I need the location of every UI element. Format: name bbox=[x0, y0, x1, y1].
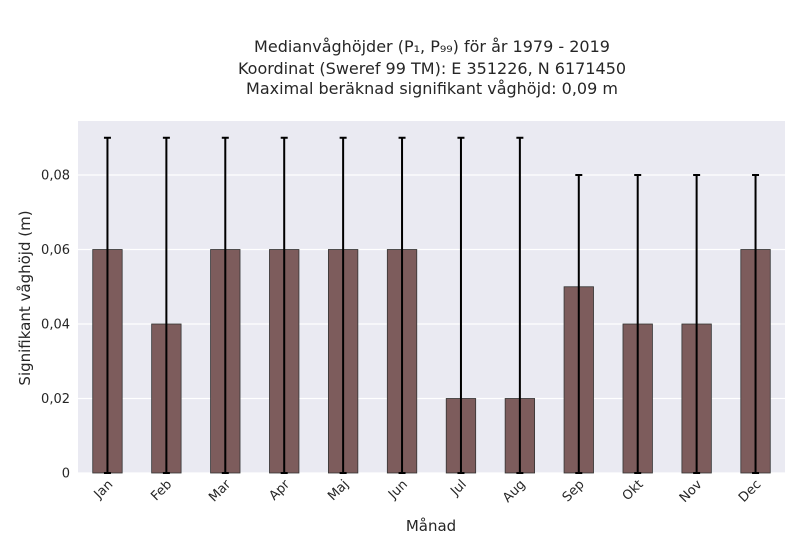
x-tick-label: Sep bbox=[560, 477, 588, 505]
y-tick-label: 0,06 bbox=[41, 243, 70, 258]
x-tick-label: Jun bbox=[385, 477, 411, 503]
x-tick-label: Jul bbox=[447, 477, 469, 499]
y-tick-label: 0,04 bbox=[41, 318, 70, 333]
y-tick-label: 0 bbox=[62, 467, 70, 482]
chart-title: Medianvåghöjder (P₁, P₉₉) för år 1979 - … bbox=[238, 37, 626, 98]
x-tick-label: Mar bbox=[206, 477, 234, 505]
x-tick-label: Aug bbox=[500, 477, 529, 506]
x-tick-label: Nov bbox=[677, 477, 706, 506]
grid bbox=[78, 174, 785, 474]
x-tick-label: Maj bbox=[325, 477, 352, 504]
y-tick-label: 0,08 bbox=[41, 169, 70, 184]
x-tick-label: Okt bbox=[620, 477, 647, 504]
x-axis-ticks: Jan Feb Mar Apr Maj Jun Jul Aug Sep Okt Nov Dec bbox=[91, 477, 765, 506]
x-tick-label: Dec bbox=[736, 477, 764, 505]
x-axis-label: Månad bbox=[406, 517, 456, 535]
x-tick-label: Feb bbox=[148, 477, 175, 504]
error-bars bbox=[103, 136, 760, 474]
x-tick-label: Jan bbox=[91, 477, 116, 502]
y-tick-label: 0,02 bbox=[41, 392, 70, 407]
y-axis-ticks: 0 0,02 0,04 0,06 0,08 bbox=[41, 169, 70, 482]
x-tick-label: Apr bbox=[267, 477, 294, 504]
plot-area bbox=[78, 121, 785, 473]
title-line-3: Maximal beräknad signifikant våghöjd: 0,… bbox=[246, 79, 618, 98]
title-line-1: Medianvåghöjder (P₁, P₉₉) för år 1979 - … bbox=[254, 37, 610, 56]
title-line-2: Koordinat (Sweref 99 TM): E 351226, N 61… bbox=[238, 59, 626, 78]
y-axis-label: Signifikant våghöjd (m) bbox=[16, 210, 34, 385]
